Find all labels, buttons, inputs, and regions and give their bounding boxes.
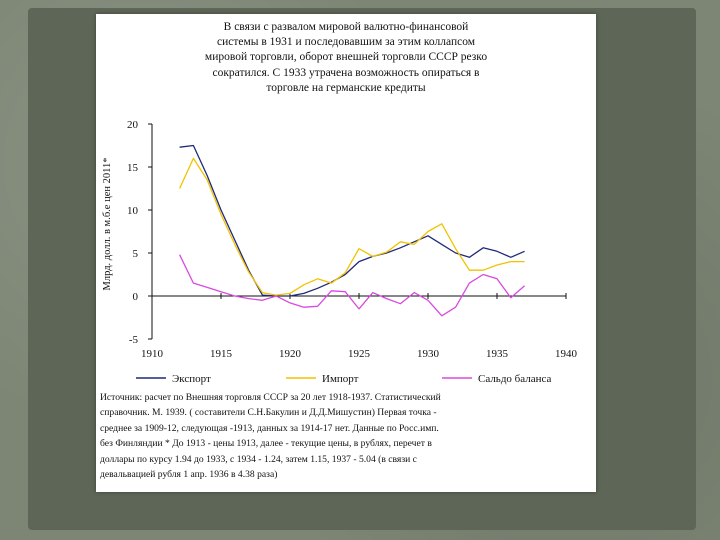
x-tick-label: 1925 <box>348 348 371 360</box>
series-line-1 <box>179 144 525 297</box>
x-tick-label: 1930 <box>417 348 440 360</box>
legend-label: Импорт <box>322 373 359 385</box>
chart-title: В связи с развалом мировой валютно-финан… <box>96 20 596 96</box>
x-tick-label: 1935 <box>486 348 509 360</box>
source-line-4: без Финляндии * До 1913 - цены 1913, дал… <box>100 438 432 450</box>
title-line-4: сократился. С 1933 утрачена возможность … <box>212 66 480 79</box>
y-tick-label: 0 <box>133 291 139 303</box>
legend: Экспорт Импорт Сальдо баланса <box>136 373 552 385</box>
y-tick-label: 10 <box>127 205 139 217</box>
x-tick-label: 1920 <box>279 348 302 360</box>
axes: -5 0 5 10 15 20 1910 1915 1920 1925 1930 1935 1940 <box>127 119 578 360</box>
source-line-2: справочник. М. 1939. ( составители С.Н.Б… <box>100 407 437 419</box>
legend-label: Сальдо баланса <box>478 373 552 385</box>
line-chart: -5 0 5 10 15 20 1910 1915 1920 1925 1930 1935 1940 Э… <box>127 119 578 385</box>
source-note: Источник: расчет по Внешняя торговля ССС… <box>100 390 590 482</box>
x-tick-label: 1910 <box>141 348 164 360</box>
series-lines <box>179 144 526 317</box>
x-tick-label: 1915 <box>210 348 233 360</box>
y-tick-label: 5 <box>133 248 139 260</box>
title-line-2: системы в 1931 и последовавшим за этим к… <box>216 36 476 49</box>
series-line-3 <box>179 254 526 317</box>
x-tick-label: 1940 <box>555 348 578 360</box>
series-line-2 <box>179 157 525 296</box>
slide: В связи с развалом мировой валютно-финан… <box>96 14 596 492</box>
title-line-1: В связи с развалом мировой валютно-финан… <box>223 21 469 33</box>
source-line-3: среднее за 1909-12, следующая -1913, дан… <box>100 422 439 434</box>
source-line-5: доллары по курсу 1.94 до 1933, с 1934 - … <box>100 453 417 465</box>
title-line-3: мировой торговли, оборот внешней торговл… <box>204 51 488 64</box>
legend-label: Экспорт <box>172 373 211 385</box>
y-tick-label: 15 <box>127 162 139 174</box>
source-line-1: Источник: расчет по Внешняя торговля ССС… <box>100 392 441 403</box>
title-line-5: торговле на германские кредиты <box>266 81 426 94</box>
y-tick-label: -5 <box>129 334 139 346</box>
y-tick-label: 20 <box>127 119 139 131</box>
source-line-6: девальвацией рубля 1 апр. 1936 в 4.38 ра… <box>100 469 278 481</box>
